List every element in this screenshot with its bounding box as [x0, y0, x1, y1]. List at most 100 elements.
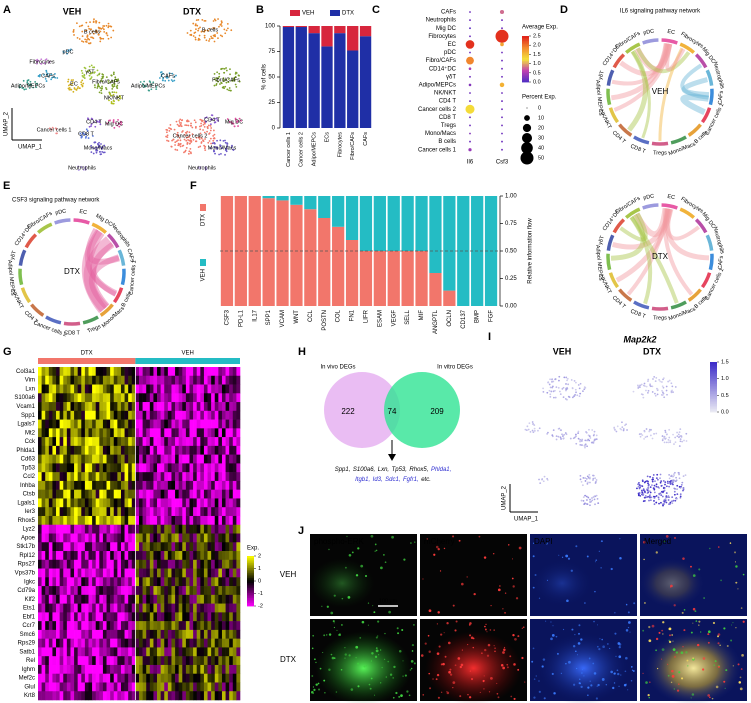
heatmap-cell — [117, 410, 122, 420]
cluster-label: Fibro/CAFs — [212, 77, 240, 83]
panel-letter: J — [298, 525, 304, 537]
size-key — [524, 115, 530, 121]
heatmap-cell — [236, 489, 241, 499]
heatmap-cell — [193, 445, 198, 455]
dot — [500, 42, 504, 47]
colorbar-label: -1 — [258, 591, 263, 597]
heatmap-cell — [41, 551, 46, 561]
speckle — [321, 605, 323, 607]
heatmap-cell — [38, 419, 42, 429]
speckle — [497, 696, 500, 699]
cell-dot — [531, 429, 534, 432]
heatmap-cell — [164, 656, 169, 666]
heatmap-cell — [56, 375, 60, 385]
cell-dot — [682, 489, 684, 492]
cell-dot — [197, 146, 200, 148]
cell-dot — [668, 485, 670, 488]
heatmap-cell — [84, 612, 89, 622]
heatmap-cell — [142, 445, 147, 455]
gene-name: Fgfr1, — [403, 477, 419, 483]
speckle — [448, 670, 451, 674]
cell-dot — [72, 79, 75, 81]
heatmap-cell — [135, 472, 140, 482]
heatmap-cell — [175, 551, 179, 561]
heatmap-cell — [131, 656, 136, 666]
cell-dot — [194, 126, 197, 129]
speckle — [367, 602, 370, 604]
cell-dot — [79, 132, 82, 135]
heatmap-cell — [142, 410, 147, 420]
heatmap-cell — [221, 375, 226, 385]
heatmap-cell — [95, 629, 100, 639]
heatmap-cell — [81, 612, 86, 622]
cell-dot — [683, 439, 685, 442]
speckle — [668, 627, 672, 631]
cell-dot — [107, 80, 110, 82]
cell-dot — [583, 444, 586, 447]
heatmap-cell — [63, 507, 68, 517]
heatmap-cell — [218, 489, 223, 499]
heatmap-cell — [171, 691, 176, 701]
heatmap-cell — [193, 419, 198, 429]
signal-glow — [315, 631, 412, 703]
heatmap-cell — [149, 656, 154, 666]
cell-dot — [193, 119, 196, 122]
heatmap-cell — [175, 437, 179, 447]
heatmap-cell — [175, 594, 179, 604]
speckle — [551, 672, 554, 676]
group-bar — [135, 358, 240, 364]
heatmap-cell — [92, 384, 97, 394]
cell-dot — [113, 85, 116, 88]
heatmap-cell — [185, 419, 190, 429]
cell-dot — [673, 490, 676, 493]
heatmap-cell — [38, 656, 42, 666]
heatmap-cell — [203, 594, 208, 604]
heatmap-cell — [167, 515, 172, 526]
heatmap-cell — [131, 638, 136, 648]
heatmap-cell — [200, 629, 205, 639]
speckle — [671, 674, 675, 678]
cell-dot — [577, 384, 580, 386]
heatmap-cell — [77, 428, 82, 438]
heatmap-cell — [189, 577, 194, 587]
cell-dot — [178, 120, 181, 122]
heatmap-cell — [110, 568, 115, 578]
heatmap-cell — [164, 480, 169, 490]
heatmap-cell — [88, 533, 93, 543]
heatmap-cell — [189, 629, 194, 639]
dot — [469, 140, 471, 143]
cell-dot — [226, 118, 229, 120]
heatmap-cell — [214, 682, 219, 692]
heatmap-cell — [171, 656, 176, 666]
chord-sector — [679, 207, 696, 219]
cell-dot — [175, 74, 177, 77]
heatmap-cell — [56, 603, 60, 613]
legend-label: VEH — [302, 11, 314, 17]
gene-label: Stk17b — [16, 544, 35, 550]
heatmap-cell — [128, 410, 133, 420]
heatmap-cell — [211, 419, 216, 429]
heatmap-cell — [38, 410, 42, 420]
cell-dot — [564, 397, 567, 400]
heatmap-cell — [63, 437, 68, 447]
heatmap-cell — [99, 664, 104, 675]
cell-dot — [97, 83, 100, 86]
heatmap-cell — [48, 367, 53, 377]
heatmap-cell — [95, 621, 100, 631]
cell-dot — [668, 477, 671, 480]
heatmap-cell — [196, 612, 201, 622]
cell-dot — [35, 83, 38, 85]
chord-sector — [642, 203, 659, 210]
cell-dot — [533, 429, 536, 432]
dot — [468, 148, 472, 152]
heatmap-cell — [221, 393, 226, 403]
cell-dot — [26, 79, 29, 82]
heatmap-cell — [77, 419, 82, 429]
cell-dot — [82, 168, 85, 171]
gene-name: etc. — [421, 477, 431, 483]
heatmap-cell — [221, 603, 226, 613]
heatmap-cell — [70, 437, 75, 447]
heatmap-cell — [110, 445, 115, 455]
cell-dot — [584, 480, 587, 482]
heatmap-cell — [175, 367, 179, 377]
